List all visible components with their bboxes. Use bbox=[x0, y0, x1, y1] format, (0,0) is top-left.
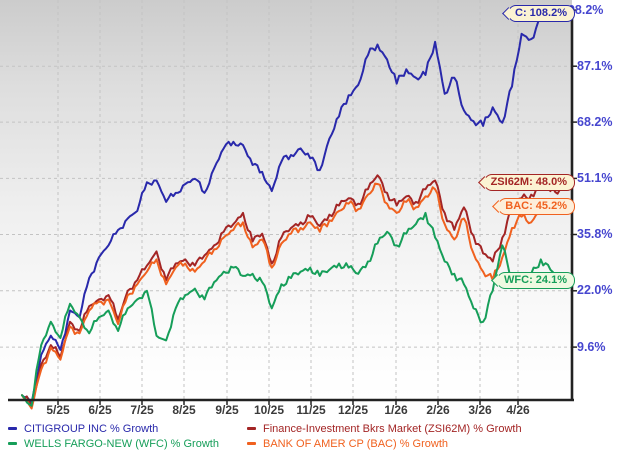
series-line-ZSI62M bbox=[21, 174, 561, 407]
x-tick-label: 7/25 bbox=[130, 403, 154, 417]
badge-WFC: WFC: 24.1% bbox=[491, 272, 575, 290]
x-tick-label: 1/26 bbox=[384, 403, 408, 417]
x-tick-label: 10/25 bbox=[253, 403, 285, 417]
legend-swatch bbox=[8, 442, 17, 445]
x-tick-label: 9/25 bbox=[215, 403, 239, 417]
y-tick-label: 9.6% bbox=[577, 339, 606, 354]
x-tick-label: 3/26 bbox=[468, 403, 492, 417]
badge-BAC: BAC: 45.2% bbox=[492, 197, 575, 215]
legend-label: BANK OF AMER CP (BAC) % Growth bbox=[263, 438, 449, 450]
legend-item-ZSI62M: Finance-Investment Bkrs Market (ZSI62M) … bbox=[247, 423, 522, 435]
y-tick-label: 51.1% bbox=[577, 170, 613, 185]
legend-label: Finance-Investment Bkrs Market (ZSI62M) … bbox=[263, 423, 522, 435]
y-tick-label: 68.2% bbox=[577, 114, 613, 129]
series-line-C bbox=[21, 9, 561, 405]
badge-text: WFC: 24.1% bbox=[504, 274, 567, 287]
legend-item-BAC: BANK OF AMER CP (BAC) % Growth bbox=[247, 438, 448, 450]
legend-label: WELLS FARGO-NEW (WFC) % Growth bbox=[24, 438, 219, 450]
badge-ZSI62M: ZSI62M: 48.0% bbox=[477, 173, 575, 191]
x-tick-label: 11/25 bbox=[296, 403, 326, 417]
x-tick-label: 12/25 bbox=[337, 403, 369, 417]
badge-text: ZSI62M: 48.0% bbox=[490, 175, 567, 188]
x-tick-label: 2/26 bbox=[426, 403, 450, 417]
legend-item-WFC: WELLS FARGO-NEW (WFC) % Growth bbox=[8, 438, 219, 450]
y-tick-label: 87.1% bbox=[577, 58, 613, 73]
badge-text: C: 108.2% bbox=[515, 6, 567, 19]
x-tick-label: 6/25 bbox=[88, 403, 112, 417]
legend-swatch bbox=[247, 442, 256, 445]
legend-item-C: CITIGROUP INC % Growth bbox=[8, 423, 158, 435]
x-tick-label: 5/25 bbox=[46, 403, 70, 417]
legend-swatch bbox=[8, 427, 17, 430]
legend-label: CITIGROUP INC % Growth bbox=[24, 423, 159, 435]
series-line-WFC bbox=[21, 211, 561, 407]
series-line-BAC bbox=[21, 182, 561, 410]
y-tick-label: 22.0% bbox=[577, 283, 613, 298]
x-tick-label: 8/25 bbox=[172, 403, 196, 417]
y-tick-label: 35.8% bbox=[577, 226, 613, 241]
legend-swatch bbox=[247, 427, 256, 430]
x-tick-label: 4/26 bbox=[506, 403, 530, 417]
badge-C: C: 108.2% bbox=[502, 4, 575, 22]
badge-text: BAC: 45.2% bbox=[505, 199, 567, 212]
